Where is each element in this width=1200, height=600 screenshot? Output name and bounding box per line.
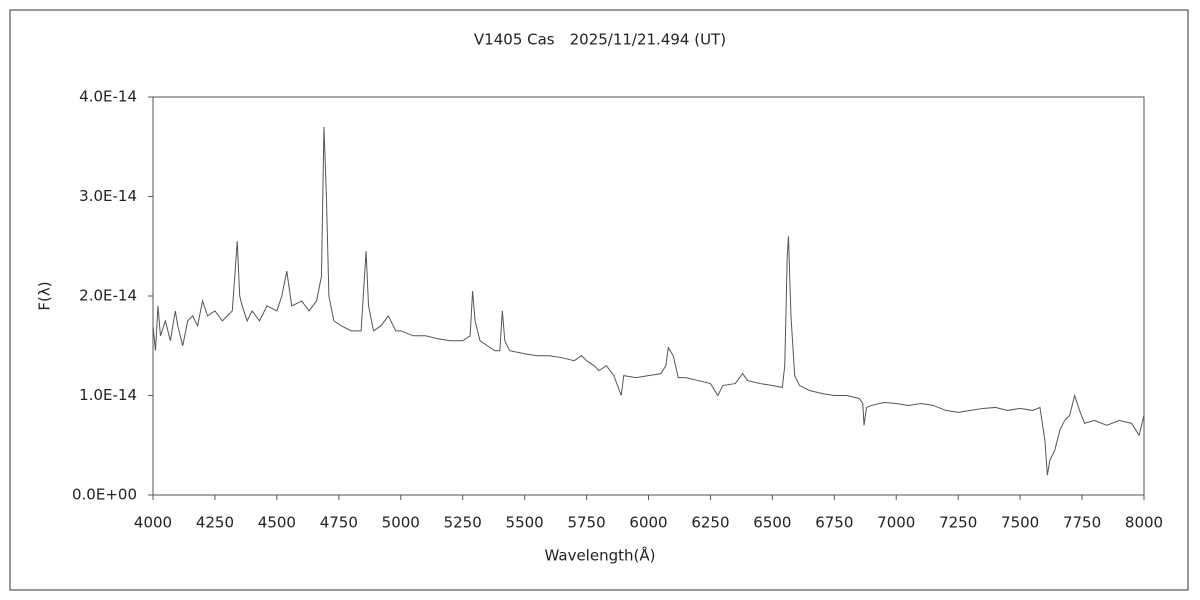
chart-frame xyxy=(9,9,1189,591)
x-tick-label: 6750 xyxy=(815,514,853,532)
x-tick-label: 5500 xyxy=(506,514,544,532)
x-tick-label: 6500 xyxy=(753,514,791,532)
x-tick-label: 8000 xyxy=(1125,514,1163,532)
x-tick-label: 4750 xyxy=(320,514,358,532)
spectrum-line xyxy=(152,126,1145,476)
x-tick-label: 7250 xyxy=(939,514,977,532)
x-tick-label: 4250 xyxy=(196,514,234,532)
x-tick-label: 7750 xyxy=(1063,514,1101,532)
y-tick-label: 4.0E-14 xyxy=(79,88,137,106)
x-axis-label: Wavelength(Å) xyxy=(545,546,656,565)
y-tick-label: 0.0E+00 xyxy=(72,486,137,504)
x-tick-label: 7000 xyxy=(877,514,915,532)
chart-title: V1405 Cas 2025/11/21.494 (UT) xyxy=(474,31,726,49)
x-tick-label: 5750 xyxy=(567,514,605,532)
y-tick-label: 2.0E-14 xyxy=(79,287,137,305)
x-tick-label: 6250 xyxy=(691,514,729,532)
x-tick-label: 4000 xyxy=(134,514,172,532)
x-tick-label: 4500 xyxy=(258,514,296,532)
x-tick-label: 5000 xyxy=(382,514,420,532)
x-tick-label: 6000 xyxy=(629,514,667,532)
y-tick-label: 3.0E-14 xyxy=(79,187,137,205)
y-tick-label: 1.0E-14 xyxy=(79,386,137,404)
x-tick-label: 5250 xyxy=(444,514,482,532)
y-axis-label: F(λ) xyxy=(36,281,54,310)
x-tick-label: 7500 xyxy=(1001,514,1039,532)
